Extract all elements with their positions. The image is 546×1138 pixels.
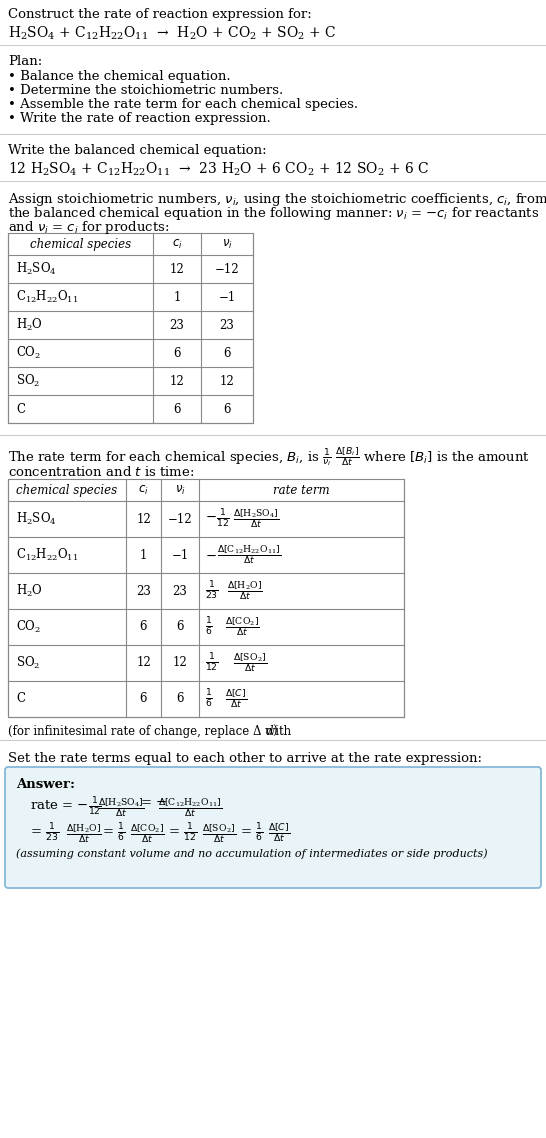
Text: 12: 12 [173,657,187,669]
Text: $\frac{1}{12}$: $\frac{1}{12}$ [205,652,219,674]
Text: $\frac{1}{23}$: $\frac{1}{23}$ [205,580,219,602]
Text: $\mathregular{C_{12}H_{22}O_{11}}$: $\mathregular{C_{12}H_{22}O_{11}}$ [16,547,78,563]
Text: 23: 23 [219,319,234,331]
Text: concentration and $t$ is time:: concentration and $t$ is time: [8,465,194,479]
Text: • Assemble the rate term for each chemical species.: • Assemble the rate term for each chemic… [8,98,358,112]
Text: $\mathregular{H_2SO_4}$: $\mathregular{H_2SO_4}$ [16,261,57,277]
Text: $\frac{\Delta[\mathregular{C_{12}H_{22}O_{11}}]}{\Delta t}$: $\frac{\Delta[\mathregular{C_{12}H_{22}O… [158,795,222,819]
Text: Set the rate terms equal to each other to arrive at the rate expression:: Set the rate terms equal to each other t… [8,752,482,765]
Bar [8,233,253,423]
Text: • Write the rate of reaction expression.: • Write the rate of reaction expression. [8,112,271,125]
Text: $\frac{\Delta[\mathregular{C_{12}H_{22}O_{11}}]}{\Delta t}$: $\frac{\Delta[\mathregular{C_{12}H_{22}O… [217,544,281,567]
Bar [8,479,404,717]
Text: chemical species: chemical species [16,484,117,496]
Text: $\frac{\Delta[C]}{\Delta t}$: $\frac{\Delta[C]}{\Delta t}$ [268,822,290,844]
Text: = $-$: = $-$ [140,795,167,809]
Text: $\frac{1}{6}$: $\frac{1}{6}$ [205,688,213,710]
Text: Write the balanced chemical equation:: Write the balanced chemical equation: [8,145,266,157]
Text: $-\frac{1}{12}$: $-\frac{1}{12}$ [205,508,230,530]
Text: $\frac{\Delta[\mathregular{CO_2}]}{\Delta t}$: $\frac{\Delta[\mathregular{CO_2}]}{\Delt… [130,822,165,844]
Text: 12: 12 [170,263,185,275]
Text: $\mathregular{H_2O}$: $\mathregular{H_2O}$ [16,318,43,333]
Text: = $\frac{1}{6}$: = $\frac{1}{6}$ [240,822,263,844]
Text: 6: 6 [176,693,184,706]
Text: rate = $-\frac{1}{12}$: rate = $-\frac{1}{12}$ [30,795,102,818]
Text: rate term: rate term [273,484,330,496]
Text: $-$: $-$ [205,549,217,561]
Text: 6: 6 [223,346,231,360]
Text: 12: 12 [219,374,234,388]
Text: 6: 6 [140,620,147,634]
Text: −1: −1 [218,290,236,304]
Text: 6: 6 [173,346,181,360]
Text: (for infinitesimal rate of change, replace Δ with: (for infinitesimal rate of change, repla… [8,725,295,739]
Text: $\frac{\Delta[\mathregular{SO_2}]}{\Delta t}$: $\frac{\Delta[\mathregular{SO_2}]}{\Delt… [202,822,236,844]
Text: C: C [16,403,25,415]
Text: $\frac{1}{6}$: $\frac{1}{6}$ [205,616,213,638]
Text: Answer:: Answer: [16,778,75,791]
Text: • Determine the stoichiometric numbers.: • Determine the stoichiometric numbers. [8,84,283,97]
Text: $\mathregular{H_2SO_4}$ + $\mathregular{C_{12}H_{22}O_{11}}$  →  $\mathregular{H: $\mathregular{H_2SO_4}$ + $\mathregular{… [8,25,336,42]
Text: −12: −12 [168,512,192,526]
Text: 12: 12 [136,657,151,669]
Text: $\frac{\Delta[\mathregular{H_2O}]}{\Delta t}$: $\frac{\Delta[\mathregular{H_2O}]}{\Delt… [227,579,263,602]
Text: 23: 23 [173,585,187,597]
Text: 1: 1 [173,290,181,304]
Text: 23: 23 [136,585,151,597]
Text: 1: 1 [140,549,147,561]
Text: The rate term for each chemical species, $B_i$, is $\frac{1}{\nu_i}$ $\frac{\Del: The rate term for each chemical species,… [8,445,530,468]
Text: $\frac{\Delta[\mathregular{CO_2}]}{\Delta t}$: $\frac{\Delta[\mathregular{CO_2}]}{\Delt… [225,616,260,638]
Text: d: d [266,725,274,739]
Text: $\frac{\Delta[\mathregular{SO_2}]}{\Delta t}$: $\frac{\Delta[\mathregular{SO_2}]}{\Delt… [233,652,267,675]
Text: chemical species: chemical species [30,238,131,250]
Text: • Balance the chemical equation.: • Balance the chemical equation. [8,71,230,83]
Text: Construct the rate of reaction expression for:: Construct the rate of reaction expressio… [8,8,312,20]
Text: $\nu_i$: $\nu_i$ [222,238,233,250]
Text: $\mathregular{CO_2}$: $\mathregular{CO_2}$ [16,345,41,361]
Text: 23: 23 [170,319,185,331]
Text: $\mathregular{H_2SO_4}$: $\mathregular{H_2SO_4}$ [16,511,57,527]
FancyBboxPatch shape [5,767,541,888]
Text: = $\frac{1}{6}$: = $\frac{1}{6}$ [102,822,125,844]
Text: $\frac{\Delta[\mathregular{H_2SO_4}]}{\Delta t}$: $\frac{\Delta[\mathregular{H_2SO_4}]}{\D… [233,508,280,530]
Text: Assign stoichiometric numbers, $\nu_i$, using the stoichiometric coefficients, $: Assign stoichiometric numbers, $\nu_i$, … [8,191,546,208]
Text: $\frac{\Delta[\mathregular{H_2O}]}{\Delta t}$: $\frac{\Delta[\mathregular{H_2O}]}{\Delt… [66,822,102,844]
Text: $\mathregular{SO_2}$: $\mathregular{SO_2}$ [16,373,40,389]
Text: −1: −1 [171,549,188,561]
Text: 6: 6 [140,693,147,706]
Text: −12: −12 [215,263,239,275]
Text: $\mathregular{SO_2}$: $\mathregular{SO_2}$ [16,655,40,671]
Text: $c_i$: $c_i$ [138,484,149,496]
Text: $\frac{\Delta[C]}{\Delta t}$: $\frac{\Delta[C]}{\Delta t}$ [225,688,247,710]
Text: 12: 12 [136,512,151,526]
Text: the balanced chemical equation in the following manner: $\nu_i$ = $-c_i$ for rea: the balanced chemical equation in the fo… [8,205,539,222]
Text: = $\frac{1}{12}$: = $\frac{1}{12}$ [168,822,197,844]
Text: 6: 6 [173,403,181,415]
Text: 12 $\mathregular{H_2SO_4}$ + $\mathregular{C_{12}H_{22}O_{11}}$  →  23 $\mathreg: 12 $\mathregular{H_2SO_4}$ + $\mathregul… [8,160,429,179]
Text: and $\nu_i$ = $c_i$ for products:: and $\nu_i$ = $c_i$ for products: [8,218,169,236]
Text: Plan:: Plan: [8,55,42,68]
Text: 6: 6 [176,620,184,634]
Text: (assuming constant volume and no accumulation of intermediates or side products): (assuming constant volume and no accumul… [16,848,488,858]
Text: C: C [16,693,25,706]
Text: = $\frac{1}{23}$: = $\frac{1}{23}$ [30,822,59,844]
Text: 12: 12 [170,374,185,388]
Text: $c_i$: $c_i$ [171,238,182,250]
Text: $\nu_i$: $\nu_i$ [175,484,186,496]
Text: $\mathregular{H_2O}$: $\mathregular{H_2O}$ [16,583,43,599]
Text: $\frac{\Delta[\mathregular{H_2SO_4}]}{\Delta t}$: $\frac{\Delta[\mathregular{H_2SO_4}]}{\D… [98,795,145,819]
Text: $\mathregular{C_{12}H_{22}O_{11}}$: $\mathregular{C_{12}H_{22}O_{11}}$ [16,289,78,305]
Text: ): ) [272,725,277,739]
Text: 6: 6 [223,403,231,415]
Text: $\mathregular{CO_2}$: $\mathregular{CO_2}$ [16,619,41,635]
